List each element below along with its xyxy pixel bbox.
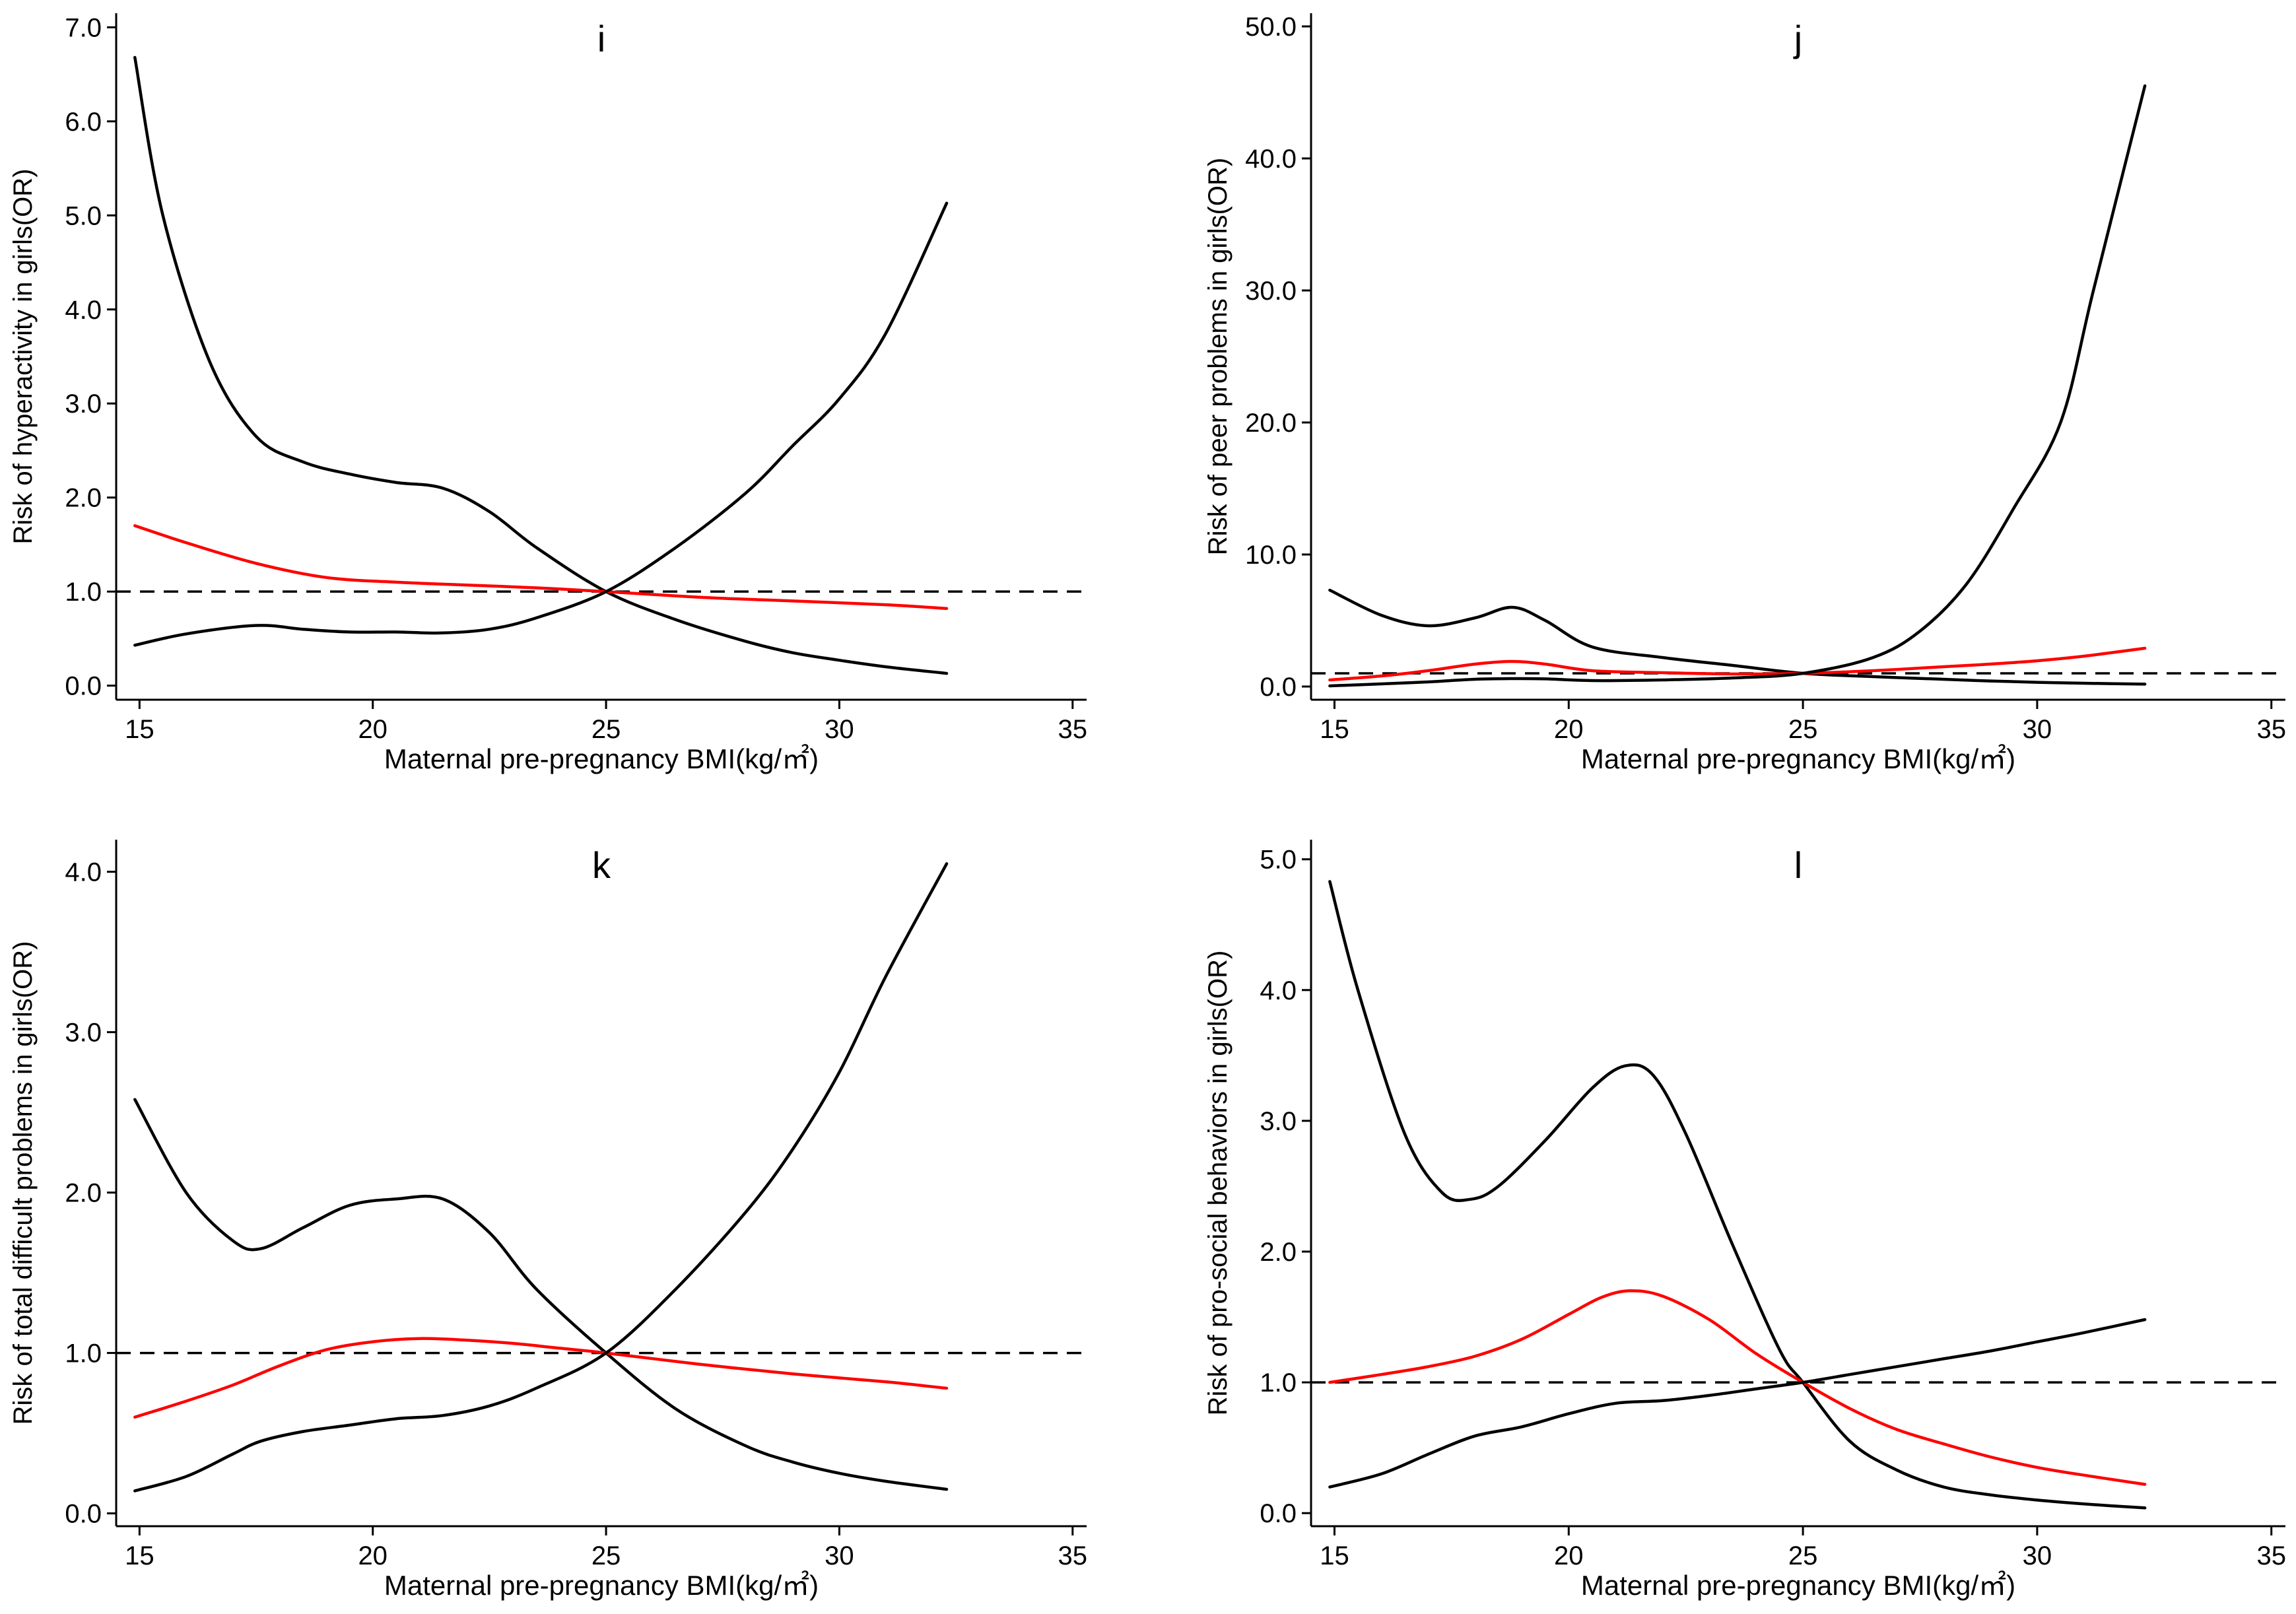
upper-ci-curve	[133, 55, 949, 675]
x-axis-label: Maternal pre-pregnancy BMI(kg/㎡)	[1581, 743, 2015, 774]
x-tick-label: 30	[825, 715, 854, 744]
x-tick-label: 25	[591, 715, 621, 744]
lower-ci-curve	[133, 862, 949, 1493]
y-tick-label: 6.0	[65, 108, 102, 137]
y-axis-label: Risk of pro-social behaviors in girls(OR…	[1203, 951, 1232, 1416]
x-tick-label: 15	[125, 1541, 154, 1570]
y-tick-label: 3.0	[65, 1019, 102, 1048]
y-tick-label: 3.0	[65, 389, 102, 419]
x-tick-label: 15	[1320, 1541, 1349, 1570]
y-axis-label: Risk of total difficult problems in girl…	[9, 941, 38, 1425]
y-tick-label: 1.0	[65, 1339, 102, 1368]
lower-ci-curve	[1328, 1318, 2147, 1489]
x-tick-label: 35	[2256, 1541, 2286, 1570]
estimate-curve	[1328, 646, 2147, 682]
y-tick-label: 0.0	[1260, 1499, 1297, 1528]
y-axis-label: Risk of peer problems in girls(OR)	[1203, 158, 1232, 555]
y-tick-label: 0.0	[65, 1500, 102, 1529]
x-tick-label: 35	[1058, 715, 1088, 744]
panel-label: i	[597, 18, 605, 59]
x-tick-label: 30	[2023, 715, 2052, 744]
y-tick-label: 4.0	[65, 858, 102, 887]
x-axis-label: Maternal pre-pregnancy BMI(kg/㎡)	[384, 1570, 819, 1601]
x-tick-label: 25	[1788, 1541, 1818, 1570]
y-tick-label: 5.0	[65, 201, 102, 230]
x-tick-label: 15	[125, 715, 154, 744]
panel-l: 0.0 1.0 2.0 3.0 4.0 5.0 15 20 25 30 35 l Maternal pr…	[1203, 840, 2286, 1601]
x-tick-label: 35	[2256, 715, 2286, 744]
upper-ci-curve	[133, 1098, 949, 1491]
y-tick-label: 2.0	[65, 1179, 102, 1208]
y-tick-label: 1.0	[1260, 1368, 1297, 1397]
y-axis-label: Risk of hyperactivity in girls(OR)	[9, 168, 38, 544]
y-tick-label: 3.0	[1260, 1107, 1297, 1136]
upper-ci-curve	[1328, 588, 2147, 686]
x-tick-label: 20	[358, 1541, 388, 1570]
x-tick-label: 30	[2023, 1541, 2052, 1570]
panel-i: 0.0 1.0 2.0 3.0 4.0 5.0 6.0 7.0 15 20 25 30 35 i Mater…	[9, 13, 1087, 774]
y-tick-label: 40.0	[1245, 145, 1297, 174]
y-tick-label: 1.0	[65, 578, 102, 607]
panel-label: k	[592, 844, 611, 886]
y-tick-label: 2.0	[1260, 1238, 1297, 1267]
panel-label: j	[1793, 18, 1802, 59]
y-tick-label: 4.0	[65, 296, 102, 325]
estimate-curve	[133, 524, 949, 611]
x-tick-label: 15	[1320, 715, 1349, 744]
x-axis-label: Maternal pre-pregnancy BMI(kg/㎡)	[384, 743, 819, 774]
y-tick-label: 2.0	[65, 484, 102, 513]
x-tick-label: 25	[591, 1541, 621, 1570]
lower-ci-curve	[133, 201, 949, 647]
lower-ci-curve	[1328, 84, 2147, 688]
y-tick-label: 7.0	[65, 13, 102, 42]
x-tick-label: 35	[1058, 1541, 1088, 1570]
panel-label: l	[1794, 844, 1802, 886]
x-tick-label: 20	[1554, 1541, 1584, 1570]
x-tick-label: 25	[1788, 715, 1818, 744]
x-axis-label: Maternal pre-pregnancy BMI(kg/㎡)	[1581, 1570, 2015, 1601]
y-tick-label: 50.0	[1245, 13, 1297, 42]
y-tick-label: 0.0	[1260, 673, 1297, 702]
y-tick-label: 20.0	[1245, 409, 1297, 438]
panel-k: 0.0 1.0 2.0 3.0 4.0 15 20 25 30 35 k Maternal pre-p…	[9, 840, 1087, 1601]
y-tick-label: 30.0	[1245, 277, 1297, 306]
y-tick-label: 4.0	[1260, 976, 1297, 1005]
y-tick-label: 10.0	[1245, 541, 1297, 570]
x-tick-label: 20	[1554, 715, 1584, 744]
x-tick-label: 30	[825, 1541, 854, 1570]
estimate-curve	[1328, 1289, 2147, 1486]
y-tick-label: 0.0	[65, 672, 102, 701]
estimate-curve	[133, 1337, 949, 1419]
panel-j: 0.0 10.0 20.0 30.0 40.0 50.0 15 20 25 30 35 j Matern…	[1203, 13, 2286, 774]
y-tick-label: 5.0	[1260, 846, 1297, 875]
upper-ci-curve	[1328, 880, 2147, 1510]
x-tick-label: 20	[358, 715, 388, 744]
